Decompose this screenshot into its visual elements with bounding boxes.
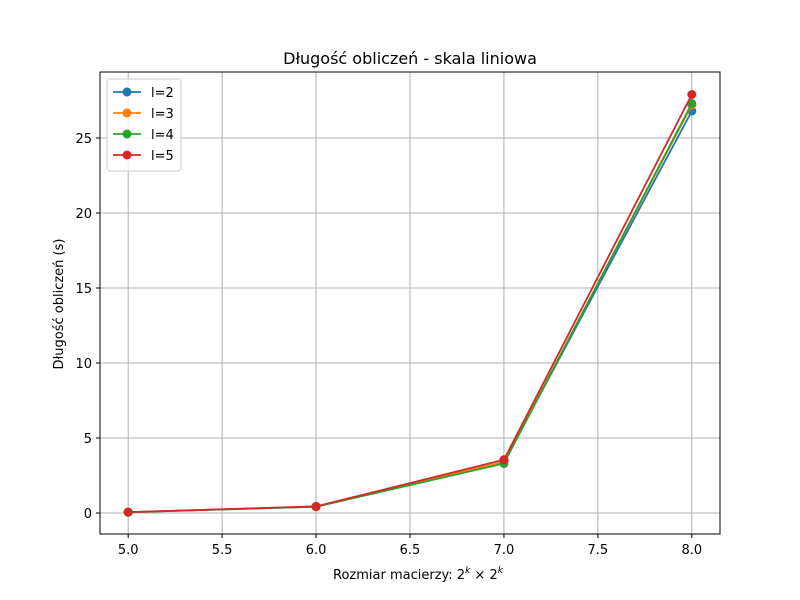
data-point	[123, 507, 133, 517]
legend-box	[106, 78, 182, 172]
legend: l=2 l=3 l=4 l=5	[106, 78, 182, 172]
legend-swatch-marker	[122, 108, 132, 118]
x-tick-label: 7.0	[494, 543, 515, 558]
legend-swatch-marker	[122, 129, 132, 139]
chart-title: Długość obliczeń - skala liniowa	[283, 49, 537, 68]
legend-label: l=5	[151, 149, 174, 164]
y-tick-label: 10	[75, 357, 92, 372]
y-tick-label: 25	[75, 132, 92, 147]
x-tick-label: 5.5	[212, 543, 233, 558]
grid	[100, 72, 720, 534]
legend-swatch-marker	[122, 87, 132, 97]
x-tick-label: 6.5	[400, 543, 421, 558]
y-tick-label: 15	[75, 282, 92, 297]
legend-swatch-marker	[122, 150, 132, 160]
data-point	[687, 99, 697, 108]
y-tick-label: 5	[84, 432, 92, 447]
legend-label: l=2	[151, 86, 174, 101]
legend-label: l=3	[151, 107, 174, 122]
x-tick-label: 7.5	[588, 543, 609, 558]
y-axis-label: Długość obliczeń (s)	[52, 239, 67, 370]
data-point	[687, 90, 697, 99]
data-point	[311, 501, 321, 511]
x-tick-label: 6.0	[306, 543, 327, 558]
legend-label: l=4	[151, 128, 174, 143]
x-axis-label: Rozmiar macierzy: 2k × 2k	[333, 566, 504, 583]
series-line	[128, 94, 693, 513]
y-tick-label: 20	[75, 207, 92, 222]
x-axis-ticks: 5.0 5.5 6.0 6.5 7.0 7.5 8.0	[118, 534, 702, 558]
data-lines	[123, 90, 697, 517]
x-axis-label-text: Rozmiar macierzy:	[333, 568, 457, 583]
x-axis-label-math: 2k × 2k	[457, 566, 504, 583]
y-axis-ticks: 0 5 10 15 20 25	[75, 132, 100, 522]
x-tick-label: 8.0	[681, 543, 702, 558]
x-tick-label: 5.0	[118, 543, 139, 558]
data-point	[499, 455, 509, 465]
y-tick-label: 0	[84, 507, 92, 522]
